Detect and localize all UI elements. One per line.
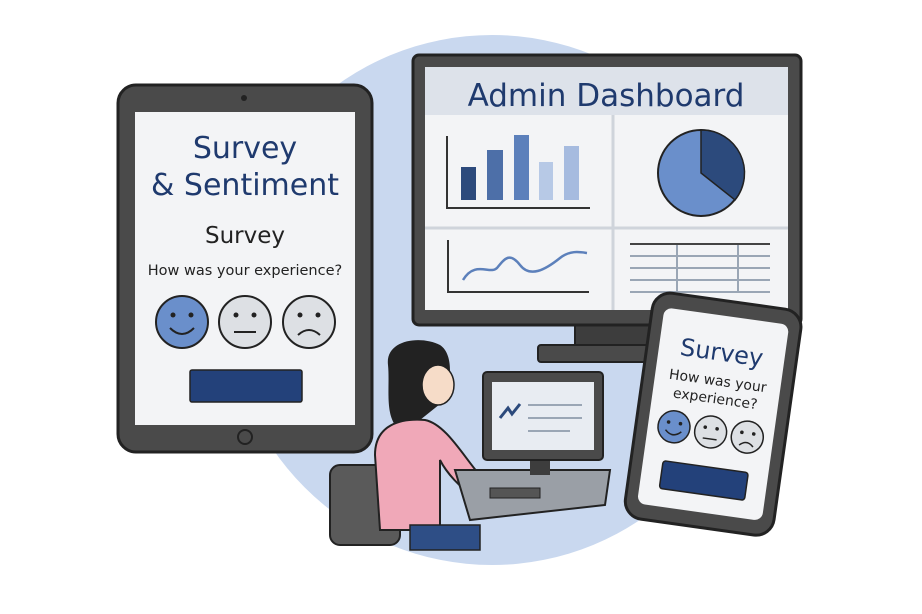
sad-face-icon[interactable] [729, 419, 765, 455]
phone: Survey How was your experience? [623, 291, 803, 537]
bar [461, 167, 476, 200]
bar-chart-widget [446, 135, 590, 209]
small-monitor-screen [492, 382, 594, 450]
pie-slice [700, 129, 746, 202]
bar [514, 135, 529, 200]
pie-chart-widget [657, 129, 746, 217]
neutral-face-icon[interactable] [693, 414, 729, 450]
trend-icon [498, 403, 522, 419]
tablet-title-line2: & Sentiment [151, 168, 339, 203]
neutral-face-icon[interactable] [218, 295, 272, 349]
pants [409, 524, 481, 551]
dashboard-title: Admin Dashboard [468, 78, 745, 114]
face [421, 364, 455, 406]
happy-face-icon[interactable] [656, 409, 692, 445]
home-button[interactable] [237, 429, 253, 445]
happy-face-icon[interactable] [155, 295, 209, 349]
phone-submit-button[interactable] [658, 460, 749, 501]
line-series [461, 250, 588, 281]
table-widget [630, 243, 770, 293]
bar [539, 162, 553, 200]
dashboard-header [425, 67, 788, 115]
tablet-subtitle: Survey [205, 223, 285, 249]
shirt [373, 418, 492, 531]
tablet-question: How was your experience? [148, 263, 342, 279]
person-at-desk [329, 340, 612, 551]
submit-button[interactable] [189, 369, 303, 403]
camera-icon [241, 95, 247, 101]
sad-face-icon[interactable] [282, 295, 336, 349]
line-chart-widget [447, 240, 589, 293]
bar [487, 150, 503, 200]
tablet: Survey & Sentiment Survey How was your e… [116, 83, 374, 454]
monitor: Admin Dashboard [411, 53, 803, 363]
tablet-title: Survey [193, 131, 297, 166]
keyboard [489, 487, 541, 499]
bar [564, 146, 579, 200]
